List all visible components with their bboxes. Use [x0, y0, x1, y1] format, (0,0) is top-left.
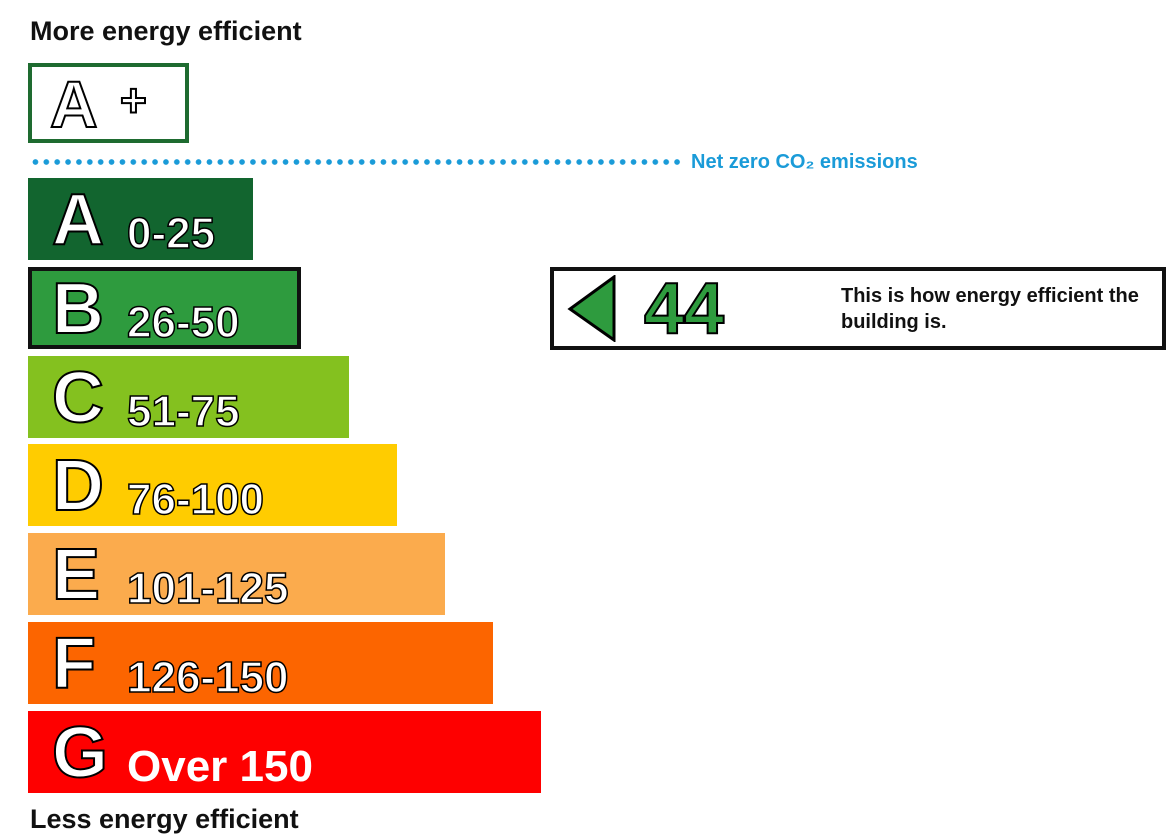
plus-symbol: + — [119, 74, 148, 126]
band-range: 101-125 — [126, 564, 289, 613]
top-heading: More energy efficient — [30, 16, 302, 46]
band-range: 0-25 — [126, 209, 216, 258]
band-e: E 101-125 — [28, 533, 445, 615]
band-letter: A — [49, 67, 99, 141]
band-letter: F — [51, 624, 97, 704]
band-letter: A — [51, 180, 105, 260]
band-letter: D — [51, 446, 105, 526]
band-range: 76-100 — [126, 475, 265, 524]
bottom-heading: Less energy efficient — [30, 804, 299, 834]
band-f: F 126-150 — [28, 622, 493, 704]
band-a-plus: A + — [28, 63, 189, 143]
band-letter: E — [51, 535, 101, 615]
band-letter: B — [51, 269, 105, 349]
band-g: G Over 150 — [28, 711, 541, 793]
band-a: A 0-25 — [28, 178, 253, 260]
band-d: D 76-100 — [28, 444, 397, 526]
band-range: 51-75 — [126, 387, 240, 436]
current-rating-indicator: 44 This is how energy efficient the buil… — [550, 267, 1166, 350]
net-zero-label: Net zero CO₂ emissions — [691, 151, 918, 173]
current-score: 44 — [643, 269, 725, 349]
arrow-left-icon — [567, 275, 616, 342]
band-letter: G — [51, 713, 109, 793]
band-range: Over 150 — [127, 742, 313, 791]
rating-caption: This is how energy efficient the buildin… — [841, 285, 1139, 333]
band-range: 26-50 — [126, 298, 240, 347]
net-zero-dotted-line — [30, 157, 682, 167]
band-letter: C — [51, 358, 105, 438]
band-range: 126-150 — [126, 653, 289, 702]
band-b: B 26-50 — [28, 267, 301, 349]
band-c: C 51-75 — [28, 356, 349, 438]
